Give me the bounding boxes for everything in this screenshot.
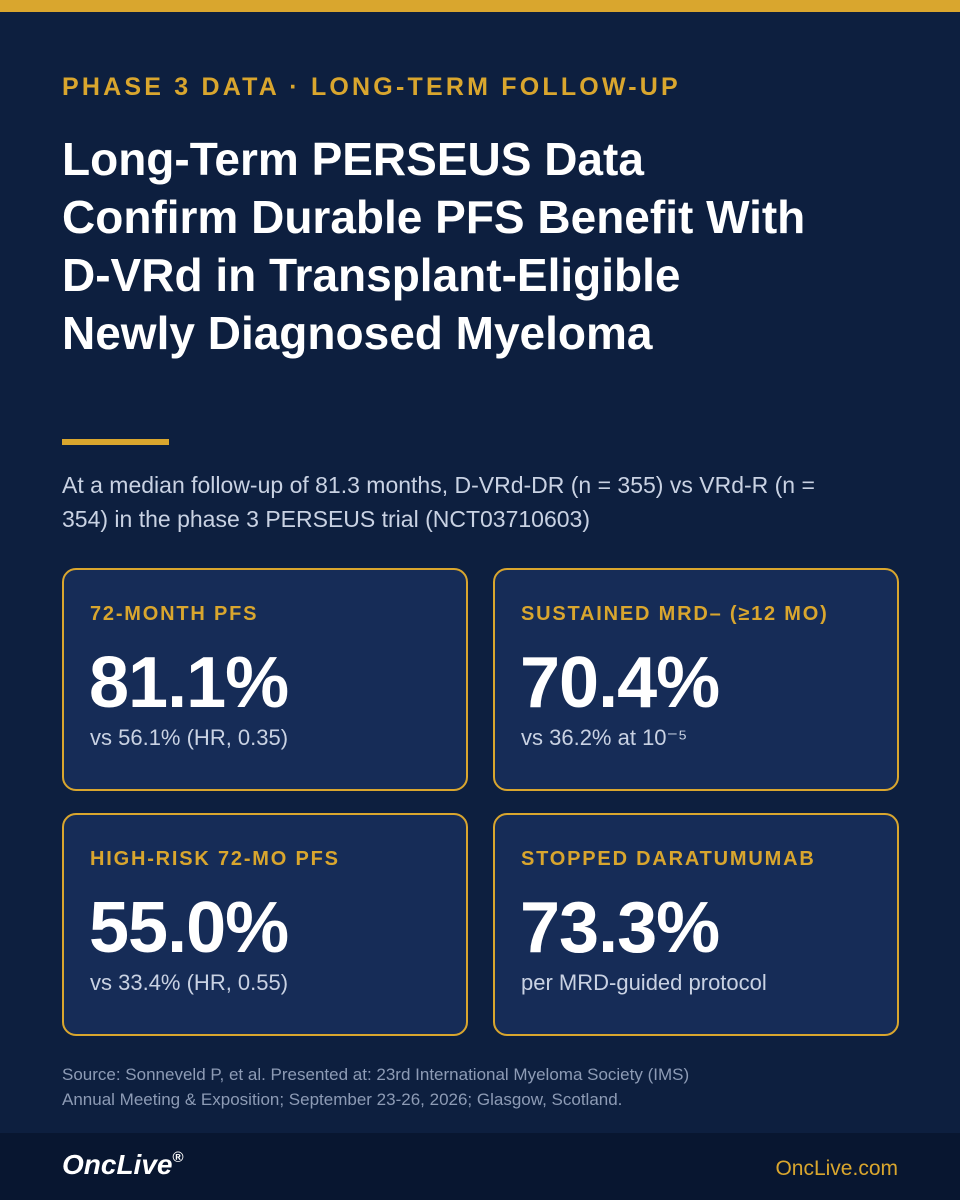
stat-value: 81.1%	[89, 643, 289, 723]
footer: OncLive® OncLive.com	[0, 1133, 960, 1200]
stat-note: vs 56.1% (HR, 0.35)	[90, 725, 289, 750]
stat-value: 70.4%	[520, 643, 720, 723]
stat-label: HIGH-RISK 72-MO PFS	[90, 848, 340, 870]
stat-card-high-risk-pfs: HIGH-RISK 72-MO PFS 55.0% vs 33.4% (HR, …	[62, 813, 468, 1036]
stat-card-sustained-mrd: SUSTAINED MRD– (≥12 MO) 70.4% vs 36.2% a…	[493, 568, 899, 791]
stat-card-stopped-daratumumab: STOPPED DARATUMUMAB 73.3% per MRD-guided…	[493, 813, 899, 1036]
registered-mark: ®	[172, 1149, 184, 1166]
stat-note: vs 33.4% (HR, 0.55)	[90, 970, 289, 995]
stat-value: 73.3%	[520, 888, 720, 968]
stat-card-72-month-pfs: 72-MONTH PFS 81.1% vs 56.1% (HR, 0.35)	[62, 568, 468, 791]
page-title: Long-Term PERSEUS Data Confirm Durable P…	[62, 133, 806, 359]
subtitle: At a median follow-up of 81.3 months, D-…	[62, 472, 815, 532]
stat-label: STOPPED DARATUMUMAB	[521, 848, 816, 870]
source-citation: Source: Sonneveld P, et al. Presented at…	[62, 1062, 862, 1112]
stat-note: vs 36.2% at 10⁻⁵	[521, 725, 688, 750]
source-line-1: Source: Sonneveld P, et al. Presented at…	[62, 1065, 690, 1084]
title-divider	[62, 439, 169, 445]
site-link[interactable]: OncLive.com	[775, 1157, 898, 1180]
top-accent-bar	[0, 0, 960, 12]
source-line-2: Annual Meeting & Exposition; September 2…	[62, 1090, 623, 1109]
stat-value: 55.0%	[89, 888, 289, 968]
logo-text: OncLive	[62, 1149, 173, 1180]
onclive-logo[interactable]: OncLive®	[62, 1149, 184, 1181]
stat-label: SUSTAINED MRD– (≥12 MO)	[521, 603, 829, 625]
stat-label: 72-MONTH PFS	[90, 603, 259, 625]
stat-note: per MRD-guided protocol	[521, 970, 767, 995]
eyebrow-label: PHASE 3 DATA · LONG-TERM FOLLOW-UP	[62, 73, 681, 101]
